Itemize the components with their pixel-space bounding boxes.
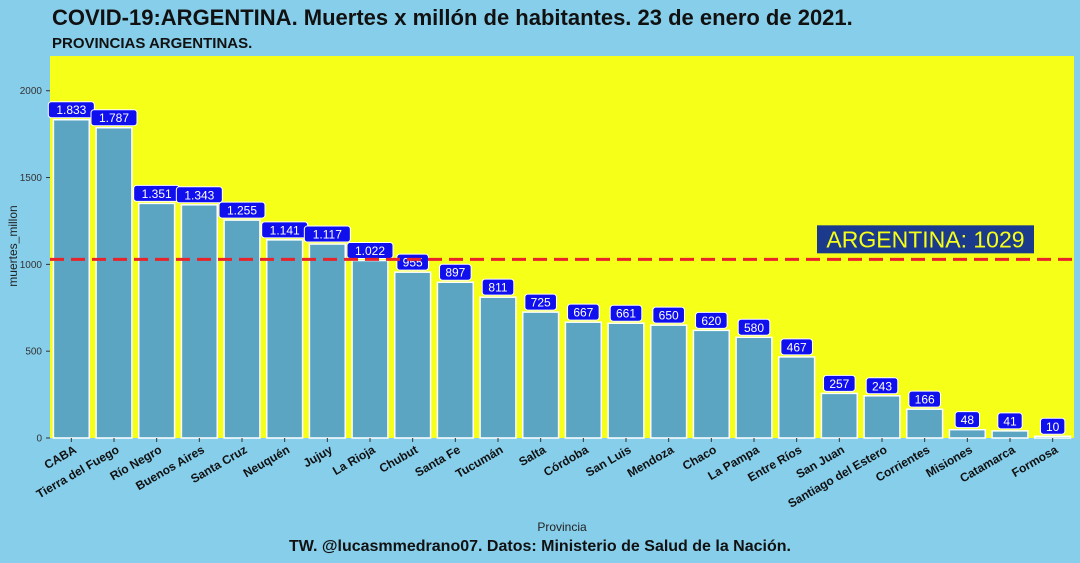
bar-value-label: 1.351	[142, 187, 172, 201]
x-axis-title: Provincia	[537, 520, 587, 534]
y-tick-label: 1000	[20, 260, 43, 271]
y-tick-label: 2000	[20, 86, 43, 97]
bar-value-label: 725	[531, 296, 551, 310]
bar-value-label: 955	[403, 256, 423, 270]
bar	[777, 356, 816, 439]
bar-value-label: 650	[659, 309, 679, 323]
bar-value-label: 467	[787, 340, 807, 354]
bar-value-box	[908, 390, 941, 408]
x-tick-label: La Rioja	[330, 442, 378, 478]
bar-value-box	[737, 318, 771, 336]
bar	[564, 321, 603, 439]
y-axis: 0 500 1000 1500 2000	[20, 86, 50, 445]
bar	[265, 239, 304, 439]
bar-value-label: 10	[1046, 420, 1060, 434]
bar	[95, 126, 133, 439]
argentina-reference-label: ARGENTINA: 1029	[826, 226, 1024, 252]
bar	[948, 428, 987, 439]
bar-value-label: 580	[744, 321, 764, 335]
bar-value-box	[997, 412, 1023, 430]
bar-value-label: 48	[961, 413, 975, 427]
bar-value-label: 243	[872, 379, 892, 393]
reference-group: ARGENTINA: 1029	[50, 225, 1074, 261]
y-tick-label: 0	[36, 434, 42, 445]
bar	[223, 219, 261, 439]
bar	[351, 259, 389, 439]
bar-value-box	[823, 374, 856, 392]
bar-value-box	[609, 304, 643, 322]
bar-value-box	[865, 377, 899, 395]
bars-group: 1.833 1.787 1.351 1.343 1.255 1.141 1.117 1.022…	[47, 101, 1072, 439]
bar	[393, 271, 432, 439]
footer-credit: TW. @lucasmmedrano07. Datos: Ministerio …	[289, 538, 791, 555]
bar-value-box	[218, 201, 266, 219]
x-tick-label: Neuquén	[241, 442, 292, 480]
chart-title: COVID-19:ARGENTINA. Muertes x millón de …	[52, 5, 853, 30]
bar-value-label: 1.787	[99, 111, 129, 125]
bar-value-label: 1.022	[355, 244, 385, 258]
chart-subtitle: PROVINCIAS ARGENTINAS.	[52, 35, 253, 52]
bar-value-label: 811	[488, 281, 507, 295]
bar-value-box	[439, 263, 472, 281]
bar	[436, 281, 475, 439]
bar	[1033, 435, 1072, 439]
bar-value-label: 1.117	[313, 228, 342, 242]
bar-value-box	[175, 186, 223, 204]
bar-value-label: 257	[829, 377, 849, 391]
bar-value-box	[1039, 417, 1066, 435]
bar-value-box	[567, 303, 600, 321]
bar	[692, 329, 731, 439]
bar	[863, 395, 901, 439]
bar	[137, 202, 176, 439]
bar-value-box	[524, 293, 557, 311]
bar-value-label: 1.343	[184, 188, 214, 202]
x-tick-label: Tucumán	[453, 442, 505, 480]
x-tick-label: Formosa	[1009, 442, 1060, 480]
bar	[820, 392, 859, 439]
bar-value-box	[695, 311, 728, 329]
bar	[308, 243, 347, 439]
bar-value-label: 897	[445, 266, 465, 280]
x-tick-label: San Luis	[583, 442, 634, 479]
bar-value-label: 41	[1003, 414, 1017, 428]
argentina-reference-box	[817, 225, 1034, 254]
bar	[180, 204, 219, 439]
bar-value-label: 1.255	[227, 204, 257, 218]
y-axis-title: muertes_millon	[6, 205, 20, 286]
bar-value-box	[780, 338, 813, 356]
bar-value-label: 620	[701, 314, 721, 328]
bar-value-box	[90, 109, 138, 127]
y-tick-label: 1500	[20, 173, 43, 184]
bar-value-label: 667	[573, 306, 593, 320]
x-tick-label: Córdoba	[541, 442, 591, 479]
bar-value-box	[954, 411, 981, 429]
bar	[649, 324, 688, 439]
x-tick-label: Mendoza	[625, 442, 677, 480]
bar-value-box	[303, 225, 351, 243]
bar-value-box	[481, 278, 515, 296]
bar	[735, 336, 773, 439]
bar	[905, 408, 944, 439]
bar	[521, 311, 560, 439]
bar	[607, 322, 645, 439]
bar-value-label: 661	[616, 307, 636, 321]
y-tick-label: 500	[25, 347, 42, 358]
bar	[52, 118, 91, 439]
bar-value-label: 166	[915, 393, 935, 407]
bar-value-label: 1.833	[56, 103, 86, 117]
bar	[479, 296, 517, 439]
bar	[991, 430, 1029, 439]
bar-value-label: 1.141	[270, 223, 300, 237]
bar-value-box	[652, 306, 685, 324]
